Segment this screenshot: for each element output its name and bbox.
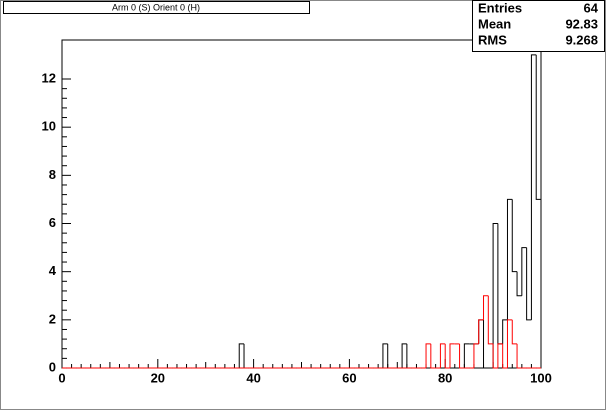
x-tick-label: 0 <box>58 370 65 385</box>
histogram-bin <box>526 247 532 321</box>
histogram-bin <box>516 343 522 369</box>
histogram-bin <box>401 343 407 368</box>
histogram-bin <box>511 199 518 273</box>
y-tick-label: 12 <box>42 70 56 85</box>
histogram-bin <box>459 343 465 369</box>
stat-value: 64 <box>584 0 599 15</box>
stat-value: 9.268 <box>565 32 598 47</box>
histogram-bin <box>487 295 494 345</box>
stat-label: RMS <box>478 32 507 47</box>
y-tick-label: 4 <box>49 263 57 278</box>
x-tick-label: 40 <box>246 370 260 385</box>
histogram-bin <box>439 343 446 368</box>
histogram-bin <box>492 223 498 368</box>
title-box <box>3 1 310 14</box>
stat-label: Entries <box>478 0 522 15</box>
histogram-bin <box>473 343 479 368</box>
histogram-bin <box>521 247 527 296</box>
histogram-bin <box>478 319 484 344</box>
histogram-bin <box>530 54 537 320</box>
histogram-bin <box>425 343 431 368</box>
histogram-bin <box>502 343 508 369</box>
histogram-bin <box>449 343 455 368</box>
histogram-bin <box>535 54 542 368</box>
histogram-bin <box>238 343 245 368</box>
stats-box <box>472 0 605 52</box>
stat-label: Mean <box>478 16 511 31</box>
histogram-bin <box>497 343 503 368</box>
x-tick-label: 20 <box>151 370 165 385</box>
histogram-bin <box>511 319 518 345</box>
x-tick-label: 80 <box>438 370 452 385</box>
histogram-bin <box>506 198 513 320</box>
y-tick-label: 8 <box>49 167 56 182</box>
stat-value: 92.83 <box>565 16 598 31</box>
x-tick-label: 60 <box>342 370 356 385</box>
histogram-bin <box>444 343 450 369</box>
chart-title: Arm 0 (S) Orient 0 (H) <box>112 2 200 12</box>
histogram-bin <box>492 343 498 369</box>
x-tick-label: 100 <box>530 370 552 385</box>
y-tick-label: 2 <box>49 311 56 326</box>
histogram-bin <box>463 343 470 368</box>
histogram-bin <box>502 319 508 344</box>
histogram-bin <box>382 343 388 368</box>
histogram-bin <box>506 319 513 368</box>
y-tick-label: 10 <box>42 119 56 134</box>
histogram-bin <box>430 343 436 369</box>
y-tick-label: 6 <box>49 215 56 230</box>
histogram-bin <box>483 319 489 369</box>
y-tick-label: 0 <box>49 359 56 374</box>
histogram-bin <box>483 295 489 320</box>
histogram-bin <box>516 271 522 297</box>
